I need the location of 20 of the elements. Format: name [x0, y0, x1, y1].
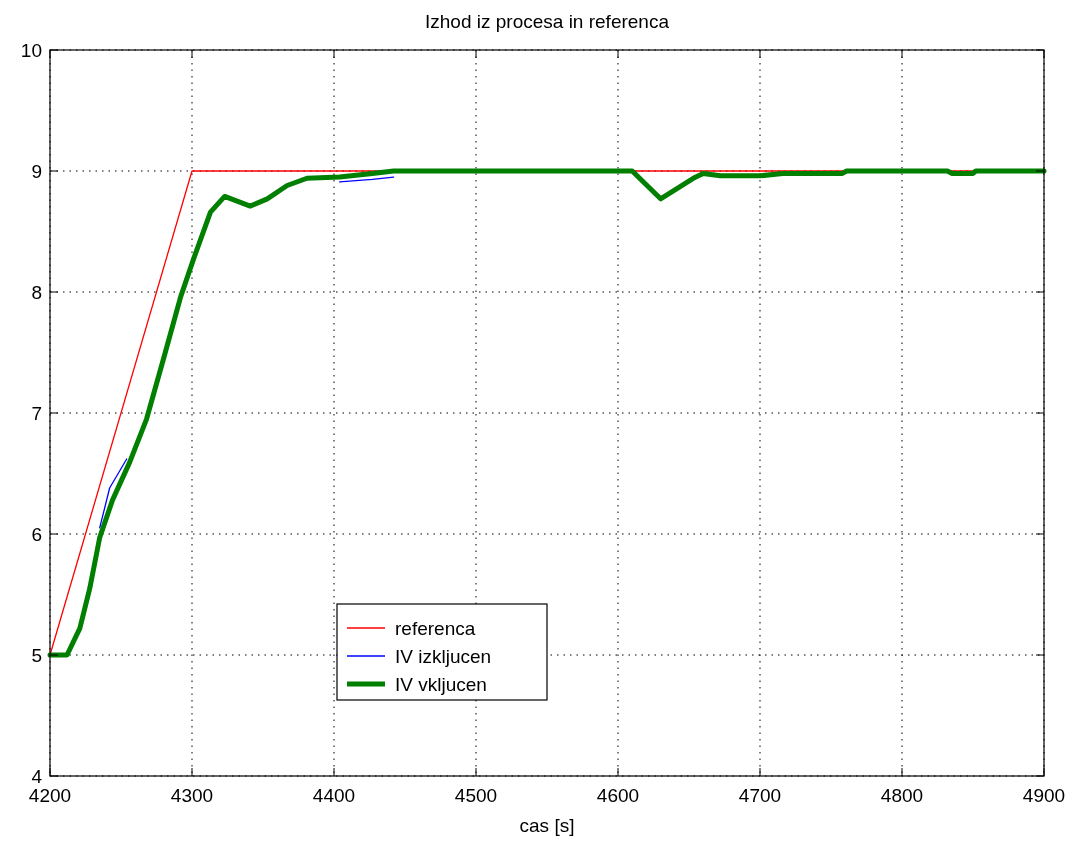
x-axis-title: cas [s]: [519, 815, 575, 836]
y-tick-label: 5: [31, 645, 42, 666]
y-tick-label: 7: [31, 403, 42, 424]
x-tick-label: 4200: [28, 785, 72, 806]
legend-label: IV vkljucen: [395, 674, 487, 695]
y-tick-label: 8: [31, 282, 42, 303]
legend-label: IV izkljucen: [395, 646, 492, 667]
x-tick-label: 4900: [1022, 785, 1066, 806]
chart-title: Izhod iz procesa in referenca: [425, 11, 670, 32]
x-tick-label: 4700: [738, 785, 782, 806]
x-tick-label: 4600: [596, 785, 640, 806]
y-tick-label: 10: [20, 40, 42, 61]
x-tick-label: 4400: [312, 785, 356, 806]
x-tick-label: 4300: [170, 785, 214, 806]
y-tick-label: 9: [31, 161, 42, 182]
x-tick-label: 4500: [454, 785, 498, 806]
legend-label: referenca: [395, 618, 476, 639]
y-tick-label: 4: [31, 766, 43, 787]
y-tick-label: 6: [31, 524, 42, 545]
x-tick-label: 4800: [880, 785, 924, 806]
